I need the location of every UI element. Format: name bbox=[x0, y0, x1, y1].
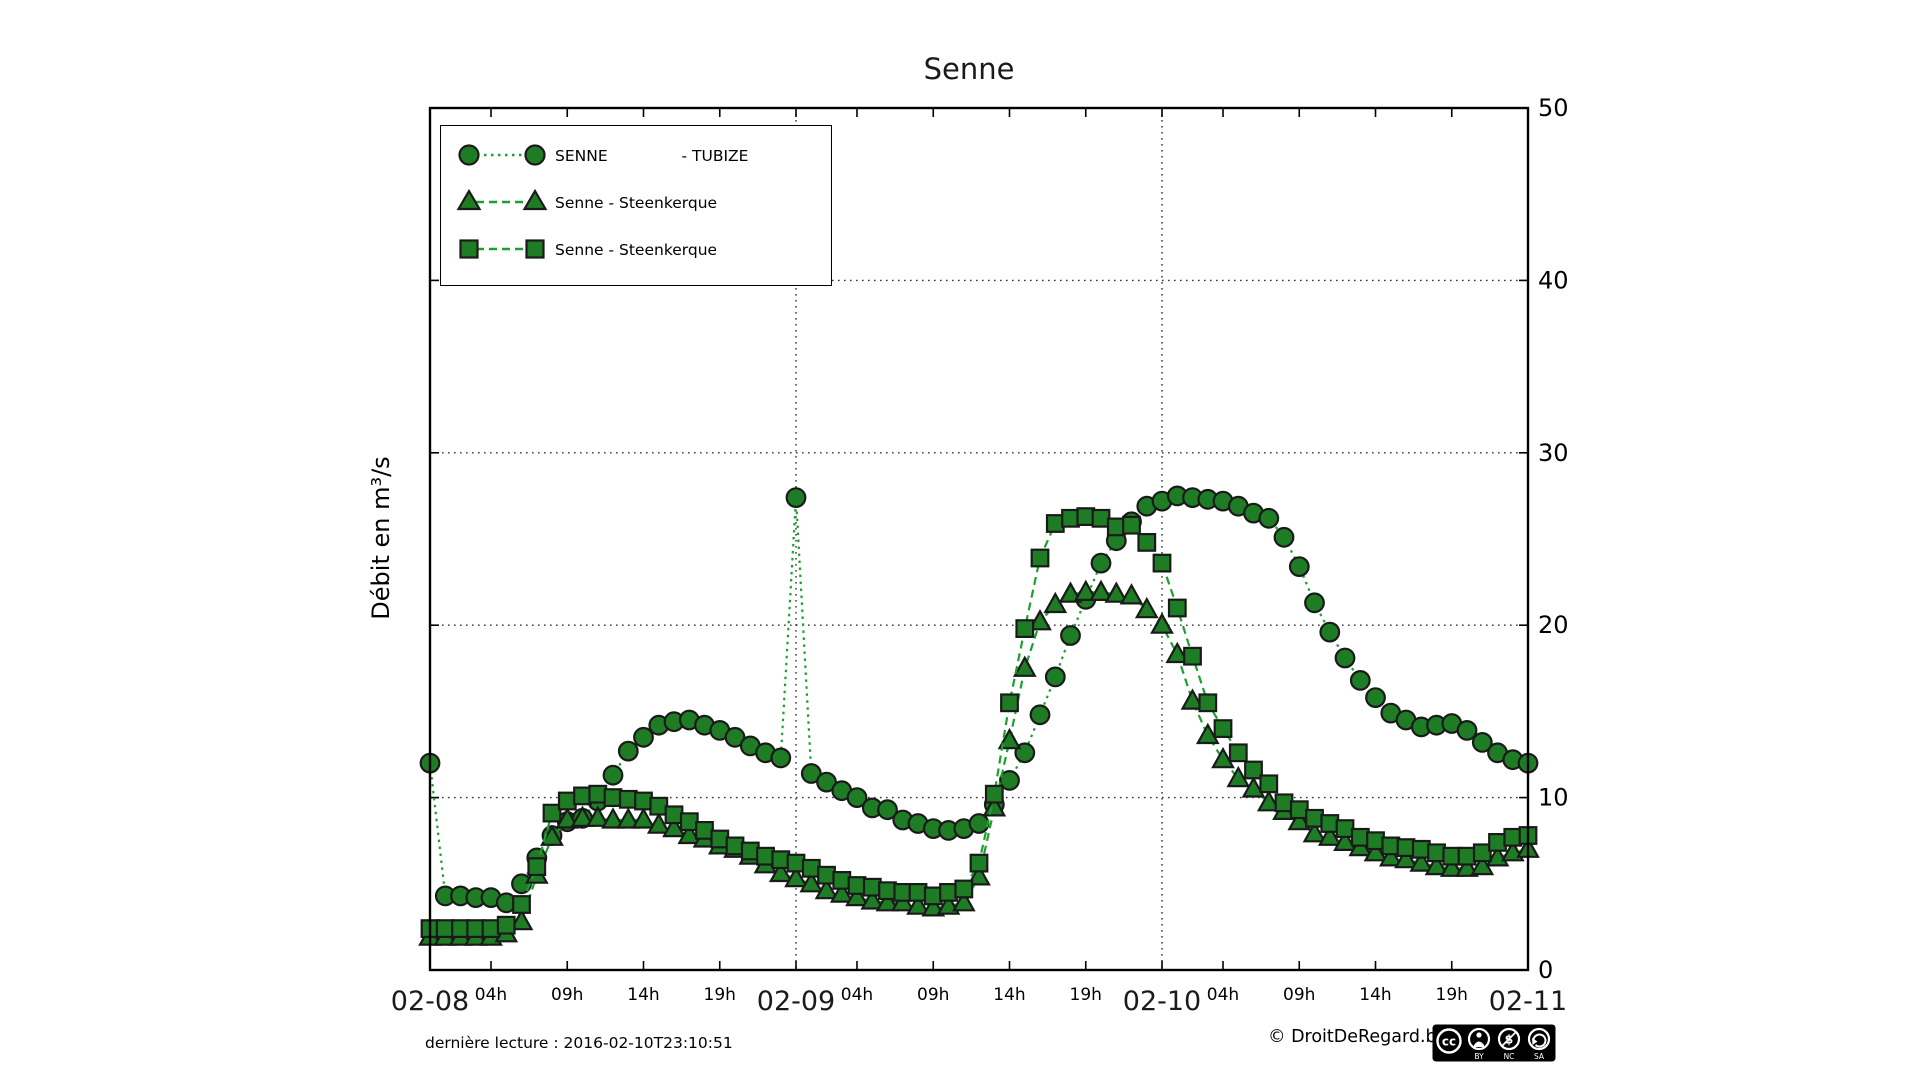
svg-text:19h: 19h bbox=[704, 985, 736, 1005]
svg-text:10: 10 bbox=[1538, 784, 1569, 812]
svg-text:0: 0 bbox=[1538, 956, 1553, 984]
legend-item-steenkerque-a: Senne - Steenkerque bbox=[441, 179, 831, 226]
svg-text:02-10: 02-10 bbox=[1123, 986, 1201, 1017]
copyright-text: © DroitDeRegard.be bbox=[1268, 1027, 1448, 1047]
svg-text:40: 40 bbox=[1538, 266, 1569, 294]
legend-item-steenkerque-b: Senne - Steenkerque bbox=[441, 226, 831, 273]
cc-license-badge: cc BY $ NC SA bbox=[1432, 1024, 1556, 1062]
svg-text:19h: 19h bbox=[1436, 985, 1468, 1005]
svg-text:09h: 09h bbox=[917, 985, 949, 1005]
chart-title: Senne bbox=[923, 52, 1015, 86]
svg-text:09h: 09h bbox=[1283, 985, 1315, 1005]
svg-text:04h: 04h bbox=[1207, 985, 1239, 1005]
svg-text:SA: SA bbox=[1534, 1052, 1545, 1061]
by-person-icon: BY bbox=[1467, 1027, 1491, 1061]
legend: SENNE - TUBIZE Senne - Steenkerque Senne… bbox=[440, 125, 832, 286]
svg-text:02-08: 02-08 bbox=[391, 986, 469, 1017]
square-marker-icon bbox=[459, 239, 545, 259]
triangle-marker-icon bbox=[456, 188, 548, 211]
svg-text:04h: 04h bbox=[475, 985, 507, 1005]
cc-icon: cc bbox=[1436, 1028, 1462, 1054]
svg-text:cc: cc bbox=[1442, 1035, 1456, 1049]
svg-text:NC: NC bbox=[1504, 1052, 1515, 1061]
svg-text:02-09: 02-09 bbox=[757, 986, 835, 1017]
y-axis-label: Débit en m³/s bbox=[367, 456, 395, 620]
legend-item-label: Senne - Steenkerque bbox=[555, 193, 718, 212]
svg-text:04h: 04h bbox=[841, 985, 873, 1005]
svg-text:30: 30 bbox=[1538, 439, 1569, 467]
svg-text:14h: 14h bbox=[627, 985, 659, 1005]
svg-text:14h: 14h bbox=[993, 985, 1025, 1005]
svg-text:19h: 19h bbox=[1070, 985, 1102, 1005]
svg-text:09h: 09h bbox=[551, 985, 583, 1005]
legend-item-label: SENNE - TUBIZE bbox=[555, 146, 749, 165]
sa-icon: SA bbox=[1527, 1027, 1551, 1061]
last-reading-text: dernière lecture : 2016-02-10T23:10:51 bbox=[425, 1034, 733, 1052]
legend-item-label: Senne - Steenkerque bbox=[555, 240, 718, 259]
footer-readings: dernière lecture : 2016-02-10T23:10:51 d… bbox=[425, 998, 733, 1080]
svg-text:50: 50 bbox=[1538, 94, 1569, 122]
svg-text:20: 20 bbox=[1538, 611, 1569, 639]
svg-text:BY: BY bbox=[1474, 1052, 1484, 1061]
legend-item-tubize: SENNE - TUBIZE bbox=[441, 132, 831, 179]
nc-icon: $ NC bbox=[1497, 1027, 1521, 1061]
svg-text:02-11: 02-11 bbox=[1489, 986, 1567, 1017]
circle-marker-icon bbox=[458, 144, 546, 166]
svg-text:14h: 14h bbox=[1359, 985, 1391, 1005]
